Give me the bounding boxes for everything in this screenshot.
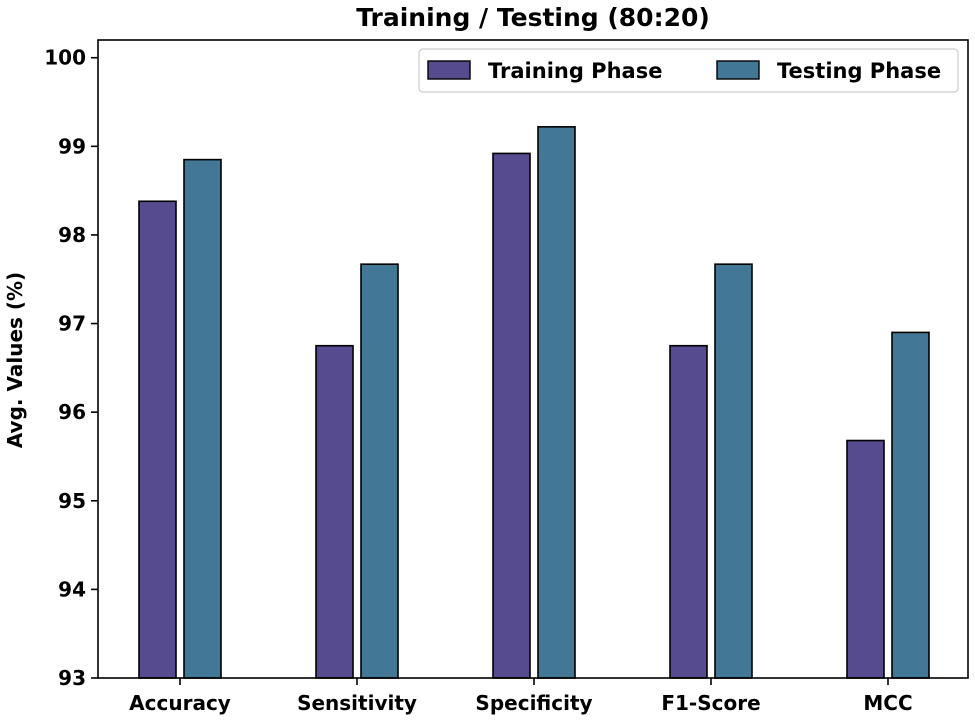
y-axis-label: Avg. Values (%): [3, 272, 27, 448]
legend-label-testing: Testing Phase: [777, 59, 941, 83]
bar-testing-mcc: [891, 331, 930, 679]
legend-label-training: Training Phase: [488, 59, 662, 83]
legend-swatch-training: [427, 60, 471, 80]
legend-box: [418, 48, 959, 93]
bar-training-sensitivity: [315, 344, 354, 679]
bar-testing-accuracy: [183, 158, 222, 679]
y-tick-label: 98: [58, 223, 86, 247]
bar-testing-sensitivity: [360, 263, 399, 679]
legend-swatch-testing: [716, 60, 760, 80]
y-tick-label: 99: [58, 134, 86, 158]
chart-title: Training / Testing (80:20): [356, 3, 710, 32]
x-tick-label: Accuracy: [129, 691, 231, 715]
y-tick-label: 94: [58, 577, 86, 601]
y-tick-label: 96: [58, 400, 86, 424]
plot-frame: [97, 39, 969, 679]
y-tick-label: 100: [44, 46, 86, 70]
legend: Training Phase Testing Phase: [418, 48, 959, 93]
x-tick-label: Specificity: [475, 691, 592, 715]
bar-testing-f1-score: [714, 263, 753, 679]
x-tick-label: MCC: [863, 691, 912, 715]
y-axis: 93 94 95 96 97 98 99 100: [44, 46, 98, 690]
bar-training-specificity: [492, 152, 531, 679]
bar-training-accuracy: [138, 200, 177, 679]
bar-training-mcc: [846, 439, 885, 679]
y-tick-label: 95: [58, 489, 86, 513]
x-axis: Accuracy Sensitivity Specificity F1-Score MC…: [129, 678, 913, 715]
y-tick-label: 97: [58, 312, 86, 336]
bar-training-f1-score: [669, 344, 708, 679]
bars-group: [138, 126, 930, 679]
y-tick-label: 93: [58, 666, 86, 690]
x-tick-label: F1-Score: [661, 691, 760, 715]
bar-testing-specificity: [537, 126, 576, 679]
x-tick-label: Sensitivity: [297, 691, 417, 715]
